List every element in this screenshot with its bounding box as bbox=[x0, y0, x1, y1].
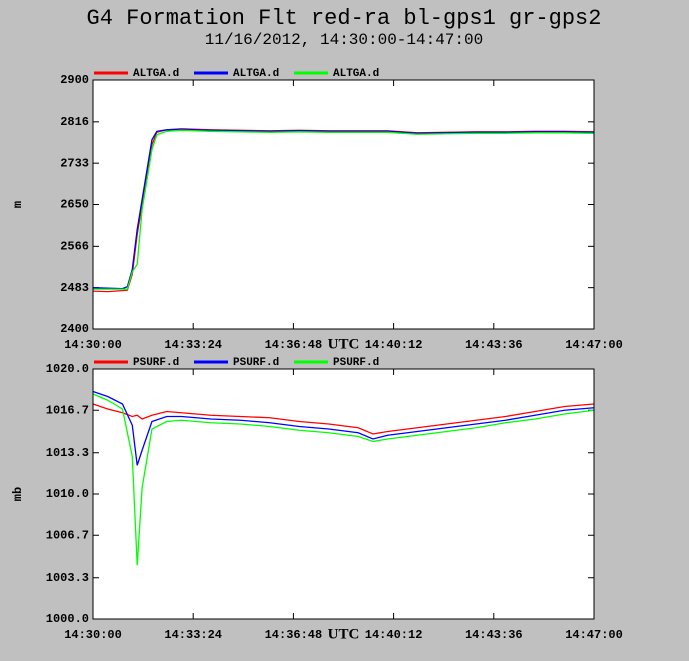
y-tick-label: 1000.0 bbox=[46, 612, 89, 626]
y-tick-label: 2483 bbox=[60, 281, 89, 295]
x-tick-label: 14:36:48 bbox=[265, 338, 323, 352]
legend-label: ALTGA.d bbox=[333, 68, 379, 80]
y-tick-label: 2733 bbox=[60, 156, 89, 170]
data-line bbox=[92, 393, 595, 566]
x-axis-label: UTC bbox=[328, 336, 360, 352]
plot-area bbox=[93, 80, 594, 329]
x-tick-label: 14:40:12 bbox=[365, 338, 423, 352]
x-tick-label: 14:30:00 bbox=[64, 338, 122, 352]
x-tick-label: 14:30:00 bbox=[64, 628, 122, 642]
y-tick-label: 2650 bbox=[60, 198, 89, 212]
y-tick-label: 2816 bbox=[60, 115, 89, 129]
y-tick-label: 1003.3 bbox=[46, 571, 89, 585]
x-tick-label: 14:43:36 bbox=[465, 338, 523, 352]
x-tick-label: 14:47:00 bbox=[565, 628, 623, 642]
y-tick-label: 2566 bbox=[60, 240, 89, 254]
legend-label: PSURF.d bbox=[233, 357, 279, 369]
y-axis-label: m bbox=[11, 201, 25, 208]
legend-label: PSURF.d bbox=[333, 357, 379, 369]
x-tick-label: 14:36:48 bbox=[265, 628, 323, 642]
y-axis-label: mb bbox=[11, 487, 25, 501]
y-tick-label: 2400 bbox=[60, 322, 89, 336]
y-tick-label: 1006.7 bbox=[46, 528, 89, 542]
data-line bbox=[92, 390, 595, 466]
y-tick-label: 1010.0 bbox=[46, 487, 89, 501]
plot-area bbox=[93, 369, 594, 619]
x-tick-label: 14:33:24 bbox=[164, 628, 222, 642]
x-tick-label: 14:40:12 bbox=[365, 628, 423, 642]
plot-frame bbox=[92, 79, 595, 330]
legend-label: ALTGA.d bbox=[233, 68, 279, 80]
data-line bbox=[93, 129, 595, 290]
subtitle: 11/16/2012, 14:30:00-14:47:00 bbox=[205, 31, 483, 49]
x-tick-label: 14:33:24 bbox=[164, 338, 222, 352]
y-tick-label: 1013.3 bbox=[46, 446, 89, 460]
data-line bbox=[92, 128, 595, 290]
x-tick-label: 14:47:00 bbox=[565, 338, 623, 352]
title: G4 Formation Flt red-ra bl-gps1 gr-gps2 bbox=[87, 6, 602, 31]
x-tick-label: 14:43:36 bbox=[465, 628, 523, 642]
plot-frame bbox=[92, 368, 595, 620]
legend-label: PSURF.d bbox=[133, 357, 179, 369]
x-axis-label: UTC bbox=[328, 626, 360, 642]
y-tick-label: 1020.0 bbox=[46, 362, 89, 376]
y-tick-label: 1016.7 bbox=[46, 403, 89, 417]
legend-label: ALTGA.d bbox=[133, 68, 179, 80]
y-tick-label: 2900 bbox=[60, 73, 89, 87]
data-line bbox=[92, 403, 595, 435]
